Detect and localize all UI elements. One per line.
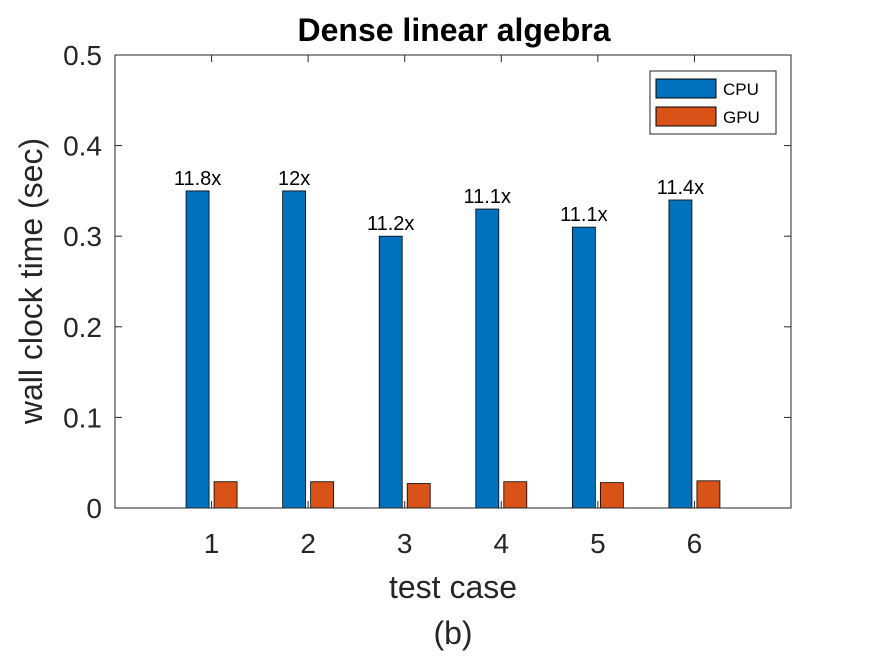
bar-cpu-case-1 <box>185 190 210 509</box>
axes-box <box>114 54 792 509</box>
chart-title: Dense linear algebra <box>297 12 610 48</box>
x-tick-label: 2 <box>300 528 316 559</box>
speedup-label: 12x <box>278 168 310 190</box>
y-tick-label: 0.5 <box>63 40 102 71</box>
y-tick-label: 0.4 <box>63 131 102 162</box>
speedup-label: 11.1x <box>464 186 511 208</box>
y-tick-label: 0.1 <box>63 402 102 433</box>
x-tick-label: 5 <box>590 528 606 559</box>
x-axis-label: test case <box>389 569 517 605</box>
speedup-label: 11.4x <box>657 177 704 199</box>
legend: CPU GPU <box>649 70 777 135</box>
figure-caption: (b) <box>433 615 472 651</box>
legend-swatch-gpu <box>655 106 717 127</box>
speedup-label: 11.2x <box>367 213 414 235</box>
bar-cpu-case-4 <box>475 208 500 509</box>
legend-swatch-cpu <box>655 78 717 99</box>
bar-gpu-case-4 <box>503 481 528 509</box>
legend-label-gpu: GPU <box>723 108 760 127</box>
plot-area: 0 0.1 0.2 0.3 0.4 0.5 1 11.8x 2 12x 3 11.2x 4 11.1x 5 1… <box>63 40 791 559</box>
bar-gpu-case-5 <box>599 482 624 509</box>
bar-cpu-case-2 <box>282 190 307 509</box>
y-tick-label: 0.2 <box>63 312 102 343</box>
bar-gpu-case-6 <box>696 480 721 509</box>
bar-gpu-case-1 <box>213 481 238 509</box>
y-tick-label: 0.3 <box>63 221 102 252</box>
x-tick-label: 4 <box>493 528 509 559</box>
x-tick-label: 3 <box>397 528 413 559</box>
x-tick-label: 6 <box>687 528 703 559</box>
bar-gpu-case-3 <box>406 483 431 509</box>
bar-cpu-case-6 <box>668 199 693 509</box>
y-tick-label: 0 <box>86 493 102 524</box>
y-axis-label: wall clock time (sec) <box>13 138 49 425</box>
x-tick-label: 1 <box>204 528 220 559</box>
bar-gpu-case-2 <box>310 481 335 509</box>
bar-cpu-case-3 <box>378 235 403 509</box>
legend-label-cpu: CPU <box>723 80 759 99</box>
bar-cpu-case-5 <box>571 226 596 509</box>
speedup-label: 11.1x <box>560 204 607 226</box>
speedup-label: 11.8x <box>174 168 221 190</box>
